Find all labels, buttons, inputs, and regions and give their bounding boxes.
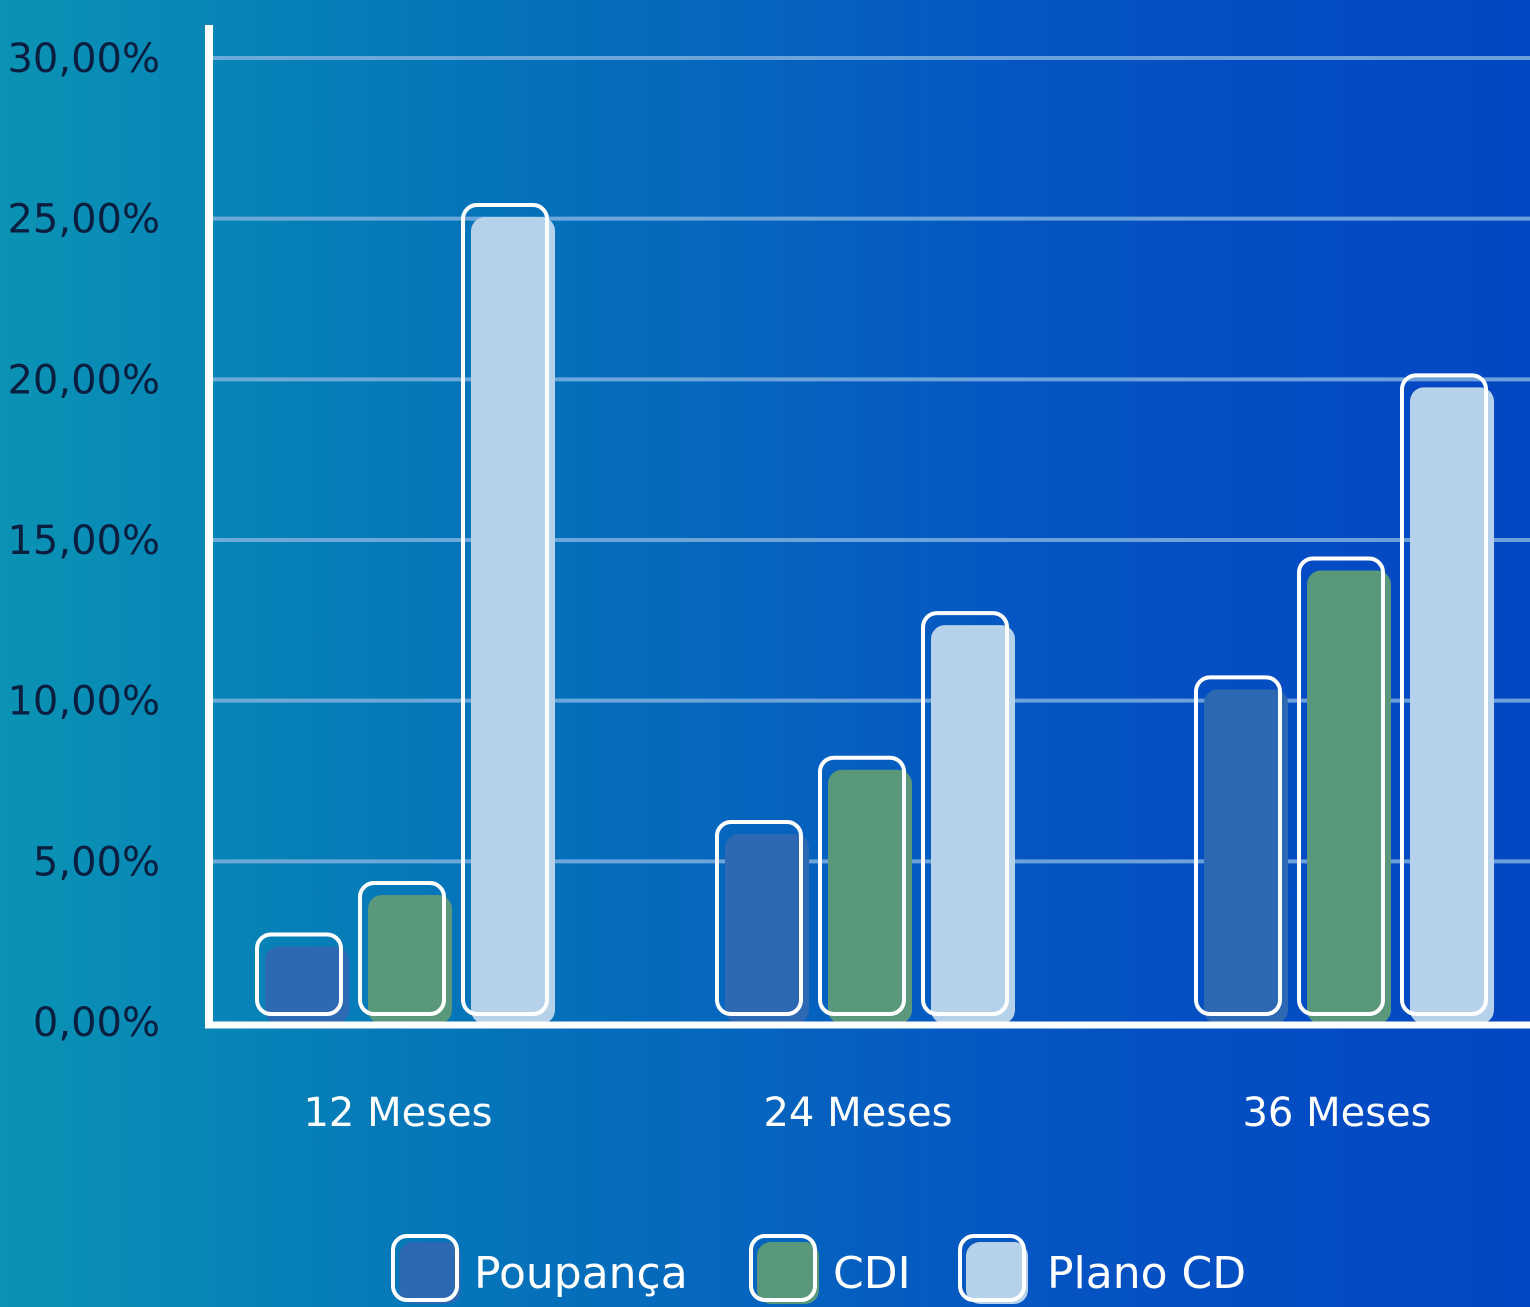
legend-item-cdi: CDI — [749, 1234, 911, 1304]
y-tick-label: 15,00% — [7, 518, 160, 564]
y-tick-labels: 0,00% 5,00% 10,00% 15,00% 20,00% 25,00% 30,00% — [7, 36, 160, 1046]
bar-poupanca-36-meses — [1194, 675, 1288, 1024]
bar-plano-cd-12-meses — [461, 203, 555, 1024]
x-category-label: 36 Meses — [1242, 1090, 1431, 1136]
legend-swatch — [958, 1234, 1028, 1304]
legend-item-plano-cd: Plano CD — [958, 1234, 1246, 1304]
bar-cdi-24-meses — [818, 755, 912, 1024]
y-tick-label: 25,00% — [7, 197, 160, 243]
legend-item-poupanca: Poupança — [391, 1234, 688, 1304]
bar-cdi-12-meses — [358, 881, 452, 1024]
legend: Poupança CDI Plano CD — [391, 1234, 1246, 1304]
legend-swatch — [749, 1234, 819, 1304]
legend-label: Poupança — [474, 1248, 688, 1299]
bar-poupanca-24-meses — [715, 819, 809, 1024]
legend-label: CDI — [833, 1248, 911, 1299]
y-tick-label: 10,00% — [7, 679, 160, 725]
axes — [205, 25, 1530, 1029]
bar-plano-cd-36-meses — [1400, 373, 1494, 1024]
bar-poupanca-12-meses — [255, 932, 349, 1024]
y-tick-label: 20,00% — [7, 357, 160, 403]
x-category-labels: 12 Meses 24 Meses 36 Meses — [303, 1090, 1431, 1136]
legend-swatch — [391, 1234, 461, 1304]
y-tick-label: 0,00% — [33, 1000, 160, 1046]
legend-label: Plano CD — [1047, 1248, 1246, 1299]
y-tick-label: 30,00% — [7, 36, 160, 82]
x-category-label: 24 Meses — [763, 1090, 952, 1136]
bars — [255, 203, 1494, 1024]
y-tick-label: 5,00% — [33, 839, 160, 885]
bar-cdi-36-meses — [1297, 556, 1391, 1024]
bar-plano-cd-24-meses — [921, 611, 1015, 1024]
x-category-label: 12 Meses — [303, 1090, 492, 1136]
